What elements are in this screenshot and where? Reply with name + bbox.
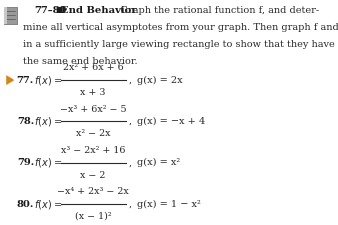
Text: (x − 1)²: (x − 1)² — [75, 212, 112, 221]
Text: ,: , — [129, 76, 132, 85]
Text: x + 3: x + 3 — [80, 88, 106, 97]
Text: $f(x)$ =: $f(x)$ = — [34, 198, 64, 211]
Text: g(x) = x²: g(x) = x² — [137, 158, 180, 167]
Text: x² − 2x: x² − 2x — [76, 129, 111, 138]
Text: 77–80: 77–80 — [34, 6, 67, 15]
Text: in a sufficiently large viewing rectangle to show that they have: in a sufficiently large viewing rectangl… — [23, 40, 335, 49]
Text: x³ − 2x² + 16: x³ − 2x² + 16 — [61, 146, 125, 155]
Text: $f(x)$ =: $f(x)$ = — [34, 74, 64, 87]
Text: 80.: 80. — [17, 200, 34, 209]
Text: 79.: 79. — [17, 158, 34, 167]
Text: g(x) = 2x: g(x) = 2x — [137, 76, 183, 85]
Text: ,: , — [129, 158, 132, 167]
Text: $f(x)$ =: $f(x)$ = — [34, 115, 64, 128]
Text: −x⁴ + 2x³ − 2x: −x⁴ + 2x³ − 2x — [57, 187, 129, 196]
Bar — [4, 7, 7, 24]
Bar — [4, 7, 18, 24]
Polygon shape — [6, 75, 14, 85]
Text: Graph the rational function f, and deter-: Graph the rational function f, and deter… — [114, 6, 319, 15]
Text: the same end behavior.: the same end behavior. — [23, 57, 138, 66]
Text: 78.: 78. — [17, 117, 34, 126]
Text: 2x² + 6x + 6: 2x² + 6x + 6 — [63, 63, 123, 72]
Text: x − 2: x − 2 — [80, 171, 106, 180]
Text: $f(x)$ =: $f(x)$ = — [34, 156, 64, 169]
Text: mine all vertical asymptotes from your graph. Then graph f and g: mine all vertical asymptotes from your g… — [23, 23, 338, 32]
Text: g(x) = 1 − x²: g(x) = 1 − x² — [137, 200, 201, 209]
Text: 77.: 77. — [17, 76, 34, 85]
Text: g(x) = −x + 4: g(x) = −x + 4 — [137, 117, 205, 126]
Text: ,: , — [129, 200, 132, 209]
Text: ■: ■ — [55, 6, 62, 14]
Text: −x³ + 6x² − 5: −x³ + 6x² − 5 — [60, 105, 126, 114]
Text: End Behavior: End Behavior — [61, 6, 136, 15]
Text: ,: , — [129, 117, 132, 126]
